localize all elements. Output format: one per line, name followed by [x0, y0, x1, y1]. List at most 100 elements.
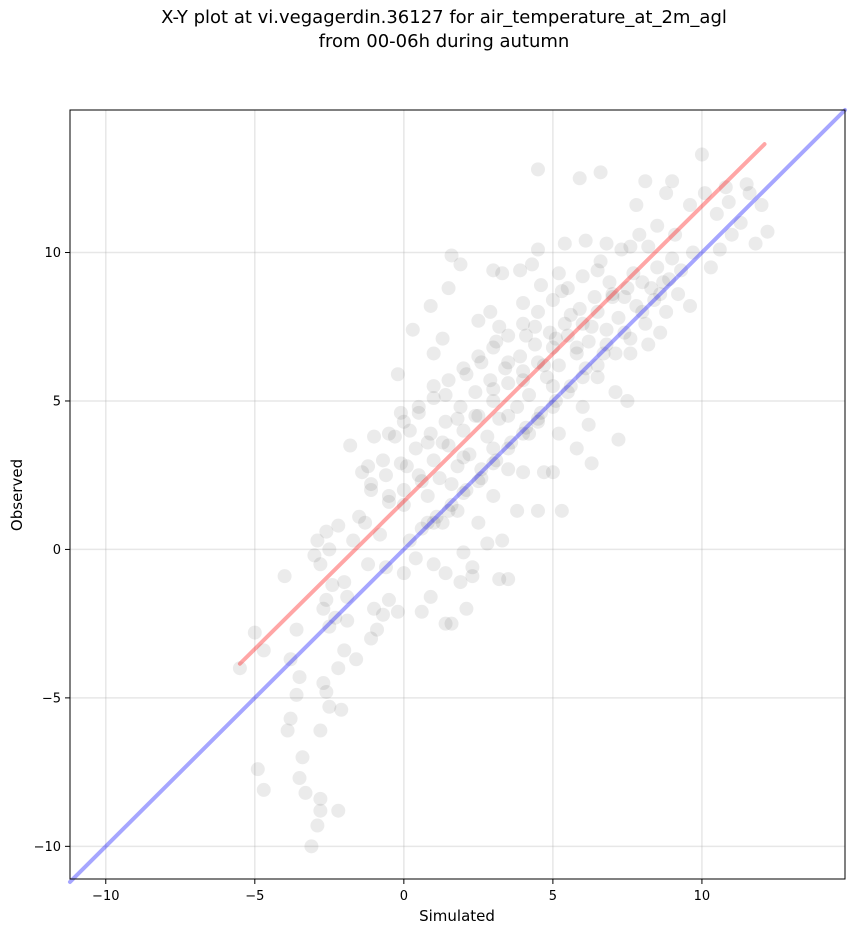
data-point-23	[331, 803, 346, 818]
data-point-103	[465, 560, 480, 575]
x-tick-label-1: −5	[245, 889, 264, 904]
plot-frame	[69, 109, 846, 880]
x-tick-label-2: 0	[400, 889, 408, 904]
data-point-127	[513, 263, 528, 278]
data-point-2	[250, 762, 265, 777]
data-point-14	[298, 785, 313, 800]
data-point-167	[638, 174, 653, 189]
data-point-281	[411, 399, 426, 414]
data-point-181	[694, 147, 709, 162]
data-point-79	[426, 346, 441, 361]
data-point-277	[471, 349, 486, 364]
data-point-294	[501, 441, 516, 456]
data-point-48	[364, 483, 379, 498]
data-point-243	[438, 414, 453, 429]
data-point-247	[378, 468, 393, 483]
data-point-17	[313, 791, 328, 806]
data-point-237	[528, 337, 542, 352]
data-point-169	[647, 293, 662, 308]
data-point-258	[533, 405, 548, 420]
data-point-132	[528, 319, 542, 334]
y-tick-label-2: 0	[53, 543, 61, 558]
data-point-148	[569, 441, 584, 456]
data-point-95	[456, 450, 471, 465]
data-point-54	[375, 607, 390, 622]
data-point-296	[471, 474, 486, 489]
data-point-112	[486, 263, 501, 278]
data-point-194	[721, 195, 736, 210]
data-point-189	[742, 186, 757, 201]
data-point-71	[414, 604, 429, 619]
x-axis-label: Simulated	[419, 907, 495, 925]
data-point-90	[438, 616, 453, 631]
data-point-53	[370, 622, 385, 637]
data-point-199	[575, 316, 590, 331]
data-point-78	[426, 379, 441, 394]
y-axis: −10 −5 0 5 10	[34, 246, 70, 855]
data-point-106	[480, 536, 495, 551]
y-axis-label: Observed	[8, 459, 26, 531]
data-point-262	[474, 471, 489, 486]
data-point-83	[453, 257, 468, 272]
data-point-100	[468, 408, 483, 423]
data-point-139	[551, 426, 566, 441]
data-point-70	[408, 551, 423, 566]
data-point-205	[486, 393, 501, 408]
data-point-228	[432, 471, 447, 486]
data-point-183	[703, 260, 718, 275]
data-point-170	[641, 337, 656, 352]
data-point-192	[760, 224, 775, 239]
data-point-217	[599, 322, 614, 337]
data-point-246	[393, 456, 408, 471]
data-point-65	[399, 459, 414, 474]
data-point-216	[611, 310, 626, 325]
data-point-269	[593, 254, 608, 269]
data-point-232	[602, 275, 617, 290]
data-point-89	[438, 566, 453, 581]
data-point-15	[304, 839, 319, 854]
data-point-287	[608, 346, 623, 361]
data-point-121	[510, 503, 525, 518]
data-point-133	[536, 358, 551, 373]
data-point-62	[390, 367, 405, 382]
data-point-191	[754, 198, 769, 213]
data-point-47	[367, 429, 382, 444]
data-point-76	[420, 435, 435, 450]
data-point-225	[480, 429, 495, 444]
data-point-25	[331, 661, 346, 676]
data-point-215	[629, 298, 644, 313]
data-point-56	[378, 560, 393, 575]
data-point-126	[516, 295, 531, 310]
data-point-86	[435, 435, 450, 450]
data-point-211	[396, 483, 411, 498]
data-point-91	[444, 616, 459, 631]
data-point-173	[650, 218, 665, 233]
data-point-240	[483, 373, 498, 388]
data-point-196	[620, 281, 635, 296]
data-point-113	[495, 266, 510, 281]
data-point-260	[504, 435, 519, 450]
data-point-44	[343, 438, 358, 453]
data-point-75	[414, 474, 429, 489]
data-point-68	[396, 566, 411, 581]
data-point-84	[435, 331, 450, 346]
data-point-163	[623, 346, 638, 361]
data-point-45	[355, 465, 370, 480]
data-point-22	[313, 723, 328, 738]
data-point-279	[441, 373, 456, 388]
data-point-188	[733, 215, 748, 230]
data-point-175	[665, 174, 680, 189]
data-point-64	[402, 423, 417, 438]
data-point-249	[674, 263, 689, 278]
data-point-235	[557, 316, 572, 331]
data-point-128	[525, 257, 540, 272]
data-point-195	[635, 275, 650, 290]
data-point-186	[718, 180, 733, 195]
data-point-210	[411, 468, 426, 483]
data-point-176	[668, 227, 683, 242]
data-point-234	[572, 301, 587, 316]
data-point-252	[635, 304, 650, 319]
data-point-117	[501, 462, 516, 477]
data-point-81	[441, 281, 456, 296]
data-point-213	[650, 260, 665, 275]
